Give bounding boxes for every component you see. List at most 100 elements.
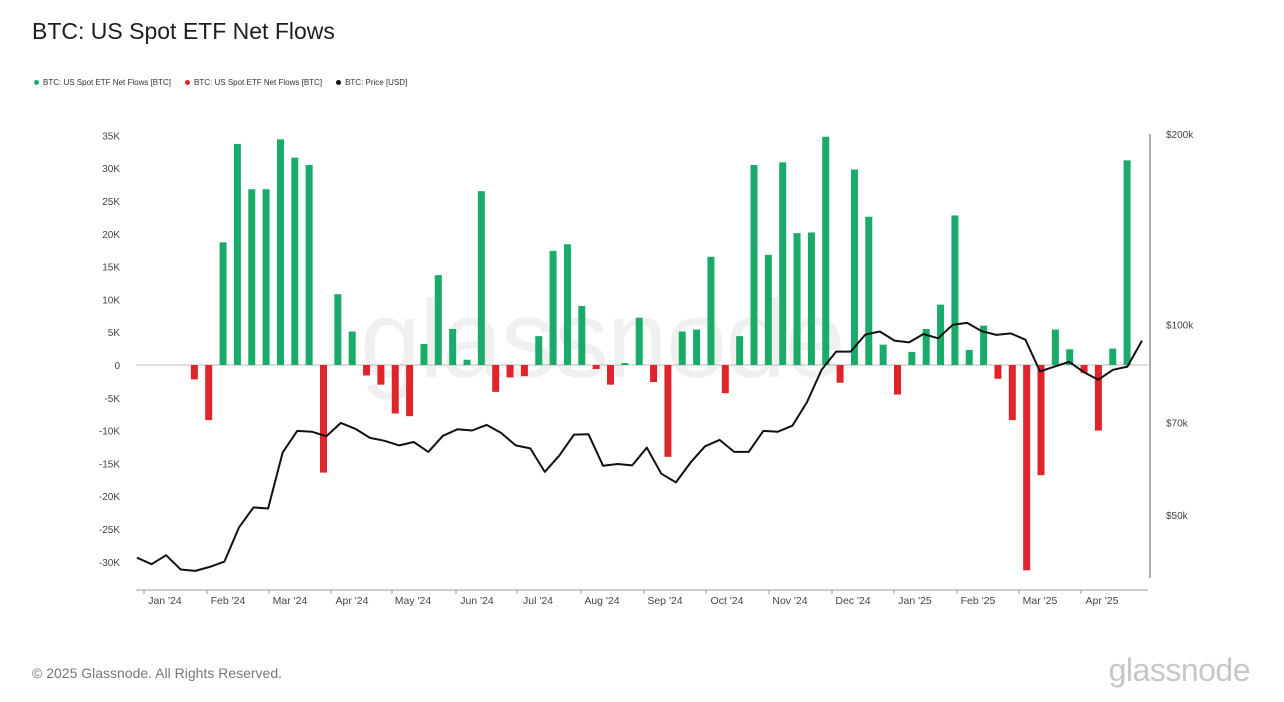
x-tick-label: Jan '24 [148,595,182,607]
y-left-tick-label: -30K [99,558,120,569]
inflow-bar [549,250,557,365]
x-tick-label: Jul '24 [523,595,553,607]
legend-label-inflows: BTC: US Spot ETF Net Flows [BTC] [43,78,172,87]
inflow-bar [449,328,457,365]
outflow-bar [650,365,658,383]
y-right-tick-label: $200k [1166,130,1194,141]
y-left-tick-label: 0 [114,361,120,372]
inflow-bar [736,336,744,365]
outflow-bar [1094,365,1102,431]
inflow-bar [779,162,787,365]
brand-logo: glassnode [1108,652,1251,688]
outflow-bar [492,365,500,392]
x-tick-label: Aug '24 [584,595,619,607]
x-tick-label: Nov '24 [772,595,807,607]
outflow-bar [377,365,385,385]
x-tick-label: Oct '24 [711,595,744,607]
inflow-bar [535,336,543,365]
outflow-bar [836,365,844,383]
inflow-bar [420,344,428,365]
outflow-bar [406,365,414,417]
y-left-tick-label: -5K [104,394,120,405]
inflow-bar [276,139,284,365]
legend-item-outflows[interactable]: BTC: US Spot ETF Net Flows [BTC] [185,78,322,87]
outflow-bar [520,365,528,377]
x-tick-label: Jun '24 [460,595,494,607]
legend-dot-outflows [185,80,191,85]
inflow-bar [348,331,356,365]
inflow-bar [635,317,643,365]
inflow-bar [707,256,715,365]
chart-title: BTC: US Spot ETF Net Flows [32,18,335,44]
outflow-bar [506,365,514,378]
inflow-bar [922,328,930,365]
inflow-bar [248,189,256,365]
outflow-bar [363,365,371,376]
y-left-tick-label: -15K [99,459,120,470]
inflow-bar [793,233,801,365]
outflow-bar [1080,365,1088,373]
outflow-bar [320,365,327,473]
inflow-bar [563,244,571,365]
inflow-bar [334,294,342,365]
inflow-bar [764,254,772,365]
inflow-bar [463,359,471,365]
outflow-bar [994,365,1002,379]
inflow-bar [291,157,299,365]
x-tick-label: Dec '24 [835,595,870,607]
legend: BTC: US Spot ETF Net Flows [BTC] BTC: US… [34,78,407,87]
inflow-bar [233,143,241,365]
inflow-bar [1123,160,1131,365]
outflow-bar [391,365,399,414]
y-left-tick-label: 10K [102,295,120,306]
outflow-bar [1037,365,1045,476]
inflow-bar [621,363,629,365]
inflow-bar [965,349,973,365]
x-tick-label: Feb '25 [961,595,996,607]
inflow-bar [850,169,858,365]
inflow-bar [262,189,270,365]
x-tick-label: Feb '24 [211,595,246,607]
y-left-tick-label: 15K [102,263,120,274]
y-left-tick-label: -20K [99,492,120,503]
inflow-bar [477,191,485,365]
y-left-tick-label: -25K [99,525,120,536]
x-tick-label: Mar '24 [273,595,308,607]
outflow-bar [721,365,729,394]
inflow-bar [1066,349,1074,365]
inflow-bar [1109,348,1117,365]
x-tick-label: Mar '25 [1023,595,1058,607]
y-left-tick-label: 35K [102,131,120,142]
legend-item-price[interactable]: BTC: Price [USD] [336,78,407,87]
inflow-bar [219,242,227,365]
inflow-bar [879,344,887,365]
legend-item-inflows[interactable]: BTC: US Spot ETF Net Flows [BTC] [34,78,171,87]
inflow-bar [578,305,586,365]
inflow-bar [951,215,959,365]
y-left-tick-label: -10K [99,427,120,438]
y-left-tick-label: 30K [102,164,120,175]
y-left-tick-label: 5K [108,328,121,339]
inflow-bar [822,136,830,365]
outflow-bar [205,365,213,421]
x-tick-label: Apr '24 [336,595,369,607]
outflow-bar [894,365,901,395]
inflow-bar [693,329,701,365]
y-right-tick-label: $100k [1166,321,1194,332]
inflow-bar [305,164,313,365]
y-right-tick-label: $70k [1166,419,1189,430]
y-left-tick-label: 25K [102,197,120,208]
legend-label-outflows: BTC: US Spot ETF Net Flows [BTC] [194,78,323,87]
inflow-bar [908,351,916,365]
y-right-tick-label: $50k [1166,511,1189,522]
outflow-bar [664,365,672,457]
inflow-bar [1051,329,1059,365]
y-left-tick-label: 20K [102,230,120,241]
x-tick-label: Jan '25 [898,595,932,607]
inflow-bar [865,216,873,365]
inflow-bar [807,232,815,365]
outflow-bar [1023,365,1031,571]
outflow-bar [190,365,198,380]
copyright-footer: © 2025 Glassnode. All Rights Reserved. [32,665,283,681]
